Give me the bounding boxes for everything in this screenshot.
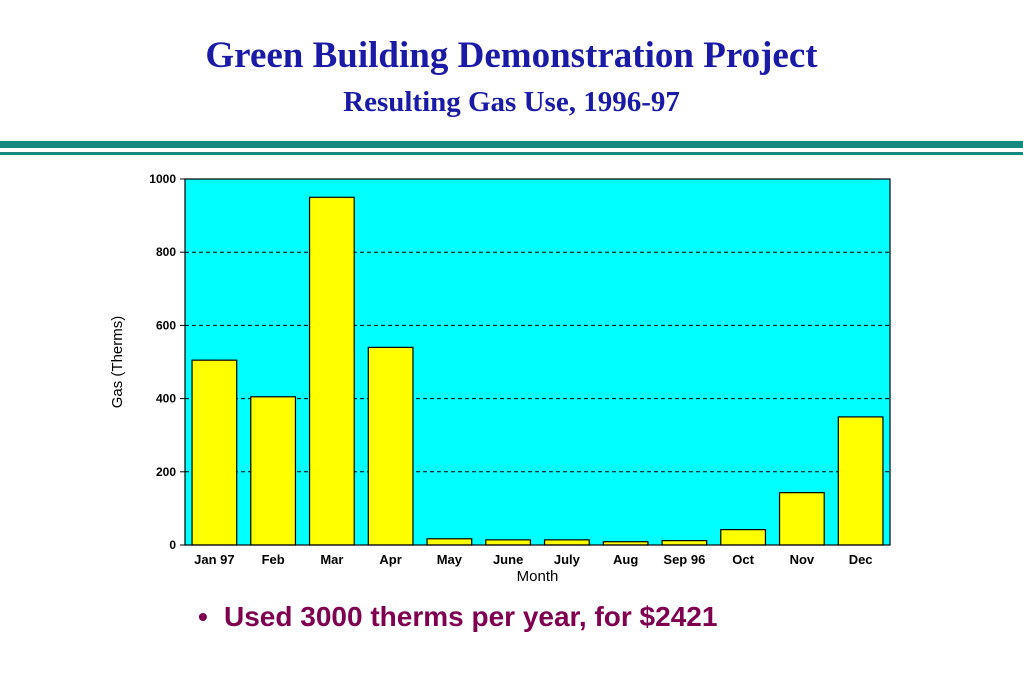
y-tick-label: 0 xyxy=(169,538,176,552)
y-tick-label: 200 xyxy=(156,465,176,479)
bullet-point: • Used 3000 therms per year, for $2421 xyxy=(198,601,717,633)
bar xyxy=(250,396,297,546)
y-tick-label: 1000 xyxy=(149,172,176,186)
x-tick-label: Dec xyxy=(849,552,873,567)
bar xyxy=(308,196,355,546)
x-tick-label: Oct xyxy=(732,552,754,567)
bar xyxy=(778,492,825,546)
title-rule-thick xyxy=(0,141,1023,148)
plot-area xyxy=(185,179,890,545)
x-tick-label: May xyxy=(437,552,463,567)
bar xyxy=(191,359,238,546)
bars xyxy=(191,196,884,546)
x-tick-label: July xyxy=(554,552,581,567)
y-tick-label: 600 xyxy=(156,318,176,332)
slide-title: Green Building Demonstration Project xyxy=(205,35,818,76)
x-tick-labels: Jan 97 Feb Mar Apr May June July Aug Sep 96 Oct No… xyxy=(194,552,872,567)
x-tick-label: Sep 96 xyxy=(663,552,705,567)
bullet-text: Used 3000 therms per year, for $2421 xyxy=(224,601,718,632)
bar xyxy=(720,529,767,546)
y-tick-labels: 0 200 400 600 800 1000 xyxy=(149,172,185,552)
y-tick-label: 400 xyxy=(156,392,176,406)
bar xyxy=(367,346,414,546)
bullet-marker: • xyxy=(198,601,208,632)
bar xyxy=(837,416,884,546)
y-axis-label: Gas (Therms) xyxy=(109,316,126,409)
bar xyxy=(661,540,708,546)
bar xyxy=(426,538,473,546)
title-rule-thin xyxy=(0,152,1023,155)
x-tick-label: Apr xyxy=(379,552,401,567)
x-tick-label: June xyxy=(493,552,523,567)
x-tick-label: Nov xyxy=(790,552,815,567)
gas-use-bar-chart: 0 200 400 600 800 1000 Jan 97 Feb Mar Apr May June… xyxy=(109,172,891,585)
grid-lines xyxy=(185,251,890,473)
x-axis-label: Month xyxy=(517,568,559,585)
x-tick-label: Jan 97 xyxy=(194,552,234,567)
x-tick-label: Mar xyxy=(320,552,343,567)
y-tick-label: 800 xyxy=(156,245,176,259)
bar xyxy=(485,539,532,546)
bar xyxy=(543,539,590,546)
slide-subtitle: Resulting Gas Use, 1996-97 xyxy=(343,86,680,118)
x-tick-label: Aug xyxy=(613,552,638,567)
x-tick-label: Feb xyxy=(262,552,285,567)
plot-frame xyxy=(184,178,891,546)
